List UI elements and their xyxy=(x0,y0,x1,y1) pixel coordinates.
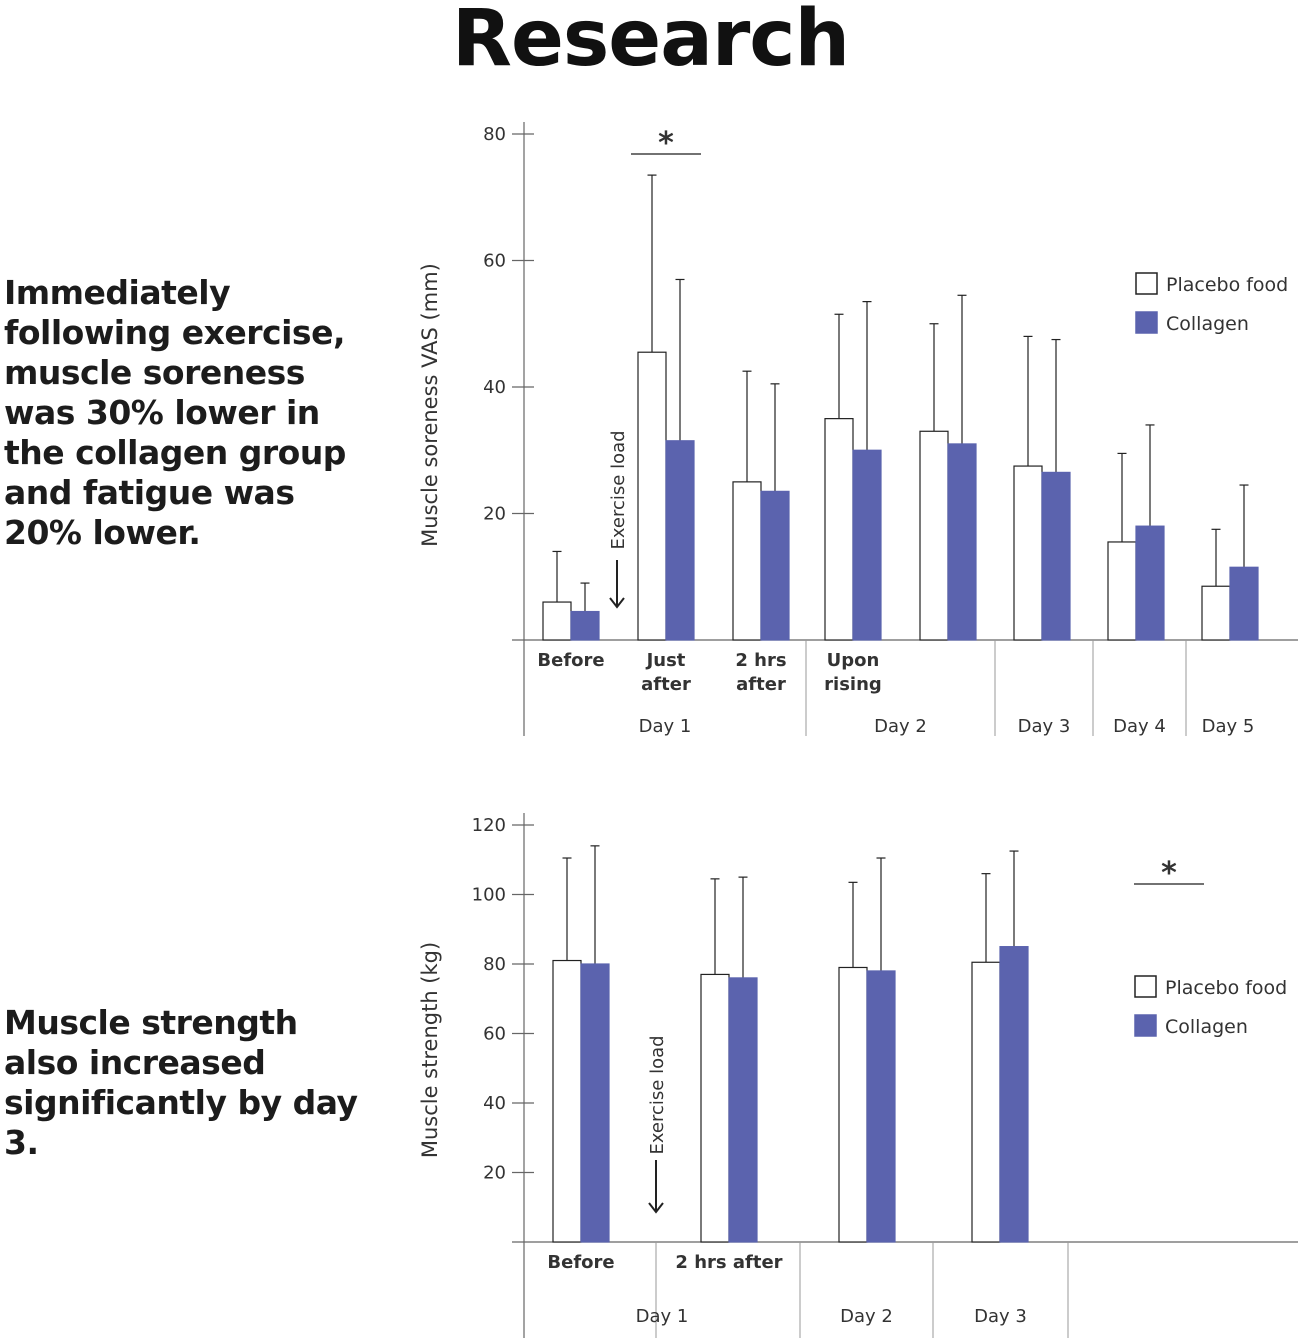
collagen-bar xyxy=(852,449,882,641)
group-label: Day 4 xyxy=(1113,716,1166,737)
collagen-bar xyxy=(947,443,977,641)
placebo-bar xyxy=(971,961,1001,1243)
placebo-bar xyxy=(1201,585,1231,641)
y-tick-label: 80 xyxy=(483,124,506,145)
collagen-bar xyxy=(866,970,896,1243)
legend-label-collagen: Collagen xyxy=(1166,313,1249,335)
muscle-strength-chart: 20 40 60 80 100 120 Muscle strength (kg) Before… xyxy=(418,813,1298,1338)
soreness-summary-text: Immediately following exercise, muscle s… xyxy=(4,273,346,552)
significance-marker: * xyxy=(1161,856,1177,891)
exercise-load-label: Exercise load xyxy=(608,430,629,549)
placebo-bar xyxy=(637,351,667,641)
legend-label-placebo: Placebo food xyxy=(1165,977,1287,999)
y-tick-label: 20 xyxy=(483,504,506,525)
placebo-bar xyxy=(824,418,854,641)
y-tick-label: 80 xyxy=(483,954,506,975)
category-label: after xyxy=(736,674,786,695)
placebo-bar xyxy=(1107,541,1137,641)
collagen-bar xyxy=(1135,525,1165,641)
collagen-bar xyxy=(570,610,600,641)
category-label: after xyxy=(641,674,691,695)
page-title: Research xyxy=(451,0,850,84)
collagen-bar xyxy=(1041,471,1071,641)
legend-swatch-collagen xyxy=(1134,1014,1157,1037)
legend-swatch-collagen xyxy=(1135,311,1158,334)
y-tick-label: 120 xyxy=(472,815,506,836)
y-tick-label: 60 xyxy=(483,251,506,272)
y-tick-label: 20 xyxy=(483,1163,506,1184)
y-tick-label: 40 xyxy=(483,377,506,398)
group-label: Day 3 xyxy=(1018,716,1071,737)
y-tick-label: 60 xyxy=(483,1024,506,1045)
category-label: 2 hrs xyxy=(735,650,786,671)
category-label: 2 hrs after xyxy=(675,1252,782,1273)
strength-summary-text: Muscle strength also increased significa… xyxy=(4,1003,358,1162)
exercise-load-label: Exercise load xyxy=(647,1035,668,1154)
exercise-load-arrowhead xyxy=(648,1202,664,1214)
category-label: Upon xyxy=(827,650,880,671)
collagen-bar xyxy=(999,946,1029,1243)
group-label: Day 1 xyxy=(636,1306,689,1327)
category-label: Before xyxy=(537,650,604,671)
group-label: Day 2 xyxy=(874,716,927,737)
y-axis-label: Muscle soreness VAS (mm) xyxy=(418,263,442,547)
placebo-bar xyxy=(700,973,730,1243)
collagen-bar xyxy=(665,440,695,641)
muscle-soreness-chart: 20 40 60 80 Muscle soreness VAS (mm) Before Ju… xyxy=(418,122,1298,737)
placebo-bar xyxy=(838,966,868,1243)
placebo-bar xyxy=(542,601,572,641)
legend-label-placebo: Placebo food xyxy=(1166,274,1288,296)
collagen-bar xyxy=(1229,566,1259,641)
group-label: Day 5 xyxy=(1202,716,1255,737)
placebo-bar xyxy=(919,430,949,641)
category-label: Just xyxy=(645,650,686,671)
placebo-bar xyxy=(1013,465,1043,641)
collagen-bar xyxy=(580,963,610,1243)
y-tick-label: 100 xyxy=(472,885,506,906)
collagen-bar xyxy=(760,490,790,641)
legend-swatch-placebo xyxy=(1135,272,1158,295)
group-label: Day 3 xyxy=(974,1306,1027,1327)
y-tick-label: 40 xyxy=(483,1093,506,1114)
category-label: Before xyxy=(547,1252,614,1273)
exercise-load-arrowhead xyxy=(609,597,625,609)
category-label: rising xyxy=(824,674,882,695)
collagen-bar xyxy=(728,977,758,1243)
group-label: Day 2 xyxy=(840,1306,893,1327)
y-axis-label: Muscle strength (kg) xyxy=(418,942,442,1158)
legend-swatch-placebo xyxy=(1134,975,1157,998)
placebo-bar xyxy=(732,481,762,641)
placebo-bar xyxy=(552,959,582,1243)
significance-marker: * xyxy=(658,126,674,161)
legend-label-collagen: Collagen xyxy=(1165,1016,1248,1038)
group-label: Day 1 xyxy=(639,716,692,737)
